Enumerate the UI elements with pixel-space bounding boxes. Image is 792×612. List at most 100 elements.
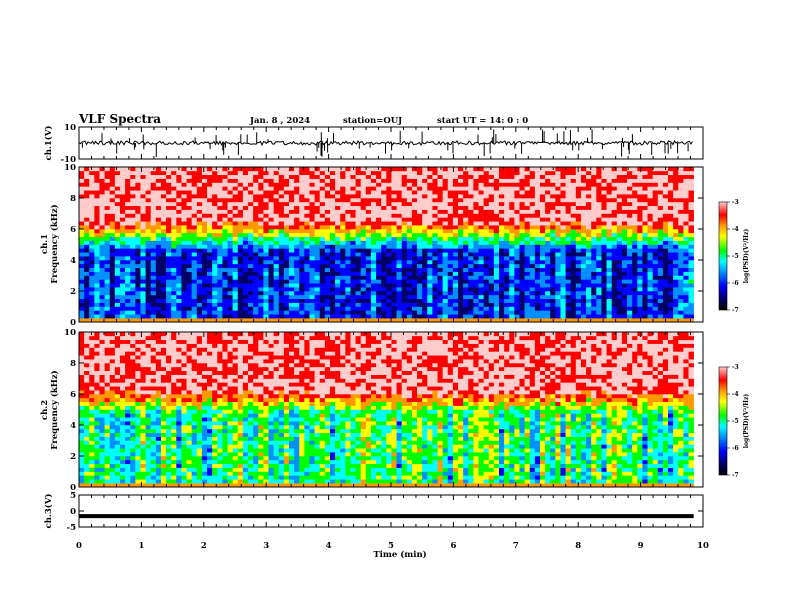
ch1-spectrogram-cell [601, 198, 607, 203]
ch1-spectrogram-cell [468, 232, 474, 238]
ch1-spectrogram-cell [370, 248, 377, 253]
ch1-spectrogram-cell [258, 170, 264, 176]
ch1-spectrogram-cell [452, 209, 459, 214]
ch1-spectrogram-cell [555, 209, 561, 214]
ch1-spectrogram-cell [611, 267, 618, 272]
ch1-spectrogram-cell [84, 213, 90, 218]
ch1-spectrogram-cell [335, 260, 341, 265]
ch1-spectrogram-cell [309, 279, 315, 284]
ch1-spectrogram-cell [258, 205, 264, 210]
ch1-spectrogram-cell [360, 178, 367, 183]
ch1-spectrogram-cell [499, 271, 505, 276]
ch1-spectrogram-cell [601, 310, 607, 315]
ch1-spectrogram-cell [411, 287, 418, 292]
ch1-spectrogram-cell [637, 310, 643, 315]
ch1-spectrogram-cell [319, 198, 326, 203]
ch1-spectrogram-cell [145, 267, 152, 272]
ch1-spectrogram-cell [427, 294, 433, 300]
ch1-spectrogram-cell [580, 310, 587, 315]
ch1-spectrogram-cell [84, 194, 90, 199]
ch1-spectrogram-cell [437, 287, 443, 292]
ch1-spectrogram-cell [611, 271, 618, 276]
ch1-spectrogram-cell [324, 198, 331, 203]
ch1-spectrogram-cell [376, 294, 382, 300]
ch1-spectrogram-cell [586, 236, 592, 241]
ch1-spectrogram-cell [483, 291, 490, 296]
ch1-spectrogram-cell [447, 209, 454, 214]
ch1-spectrogram-cell [524, 198, 531, 203]
ch1-spectrogram-cell [79, 229, 85, 234]
ch1-spectrogram-cell [463, 306, 469, 311]
ch1-spectrogram-cell [314, 267, 321, 272]
ch1-spectrogram-cell [565, 310, 572, 315]
ch1-spectrogram-cell [283, 318, 290, 323]
ch2-spectrogram-cell [79, 428, 85, 434]
ch1-spectrogram-cell [125, 209, 131, 214]
ch1-spectrogram-cell [309, 232, 315, 238]
ch1-spectrogram-cell [688, 232, 694, 238]
ch1-spectrogram-cell [160, 182, 167, 187]
ch1-spectrogram-cell [273, 244, 280, 249]
ch1-spectrogram-cell [442, 291, 449, 296]
ch1-spectrogram-cell [350, 248, 356, 253]
ch1-spectrogram-cell [447, 267, 454, 272]
ch1-spectrogram-cell [94, 252, 100, 257]
ch2-spectrogram-cell [84, 444, 90, 449]
ch1-spectrogram-cell [119, 291, 126, 296]
ch1-spectrogram-cell [166, 201, 172, 207]
ch1-spectrogram-cell [442, 174, 449, 179]
ch1-spectrogram-cell [427, 244, 433, 249]
ch1-spectrogram-cell [160, 201, 167, 207]
ch1-spectrogram-cell [263, 298, 269, 303]
ch1-spectrogram-cell [109, 244, 116, 249]
ch1-spectrogram-cell [591, 271, 597, 276]
ch1-spectrogram-cell [391, 174, 397, 179]
ch1-spectrogram-cell [242, 291, 249, 296]
ch1-spectrogram-cell [79, 205, 85, 210]
ch1-spectrogram-cell [150, 279, 157, 284]
ch1-spectrogram-cell [237, 209, 244, 214]
ch1-spectrogram-cell [79, 213, 85, 218]
ch1-spectrogram-cell [160, 263, 167, 269]
ch1-spectrogram-cell [135, 186, 141, 191]
ch1-spectrogram-cell [319, 167, 326, 172]
ch1-spectrogram-cell [591, 248, 597, 253]
ch1-spectrogram-cell [452, 291, 459, 296]
ch1-spectrogram-cell [258, 310, 264, 315]
ch1-spectrogram-cell [160, 298, 167, 303]
ch1-spectrogram-cell [688, 213, 694, 218]
ch1-spectrogram-cell [411, 170, 418, 176]
ch1-spectrogram-cell [468, 302, 474, 307]
ch1-spectrogram-cell [637, 275, 643, 280]
ch1-spectrogram-cell [452, 205, 459, 210]
ch1-spectrogram-cell [212, 263, 218, 269]
ch1-spectrogram-cell [560, 225, 566, 230]
ch1-spectrogram-cell [509, 306, 515, 311]
ch1-spectrogram-cell [94, 263, 100, 269]
ch1-spectrogram-cell [422, 256, 428, 261]
ch1-spectrogram-cell [657, 221, 664, 226]
ch1-spectrogram-cell [529, 209, 536, 214]
ch1-spectrogram-cell [263, 263, 269, 269]
ch1-spectrogram-cell [125, 194, 131, 199]
ch1-spectrogram-cell [145, 244, 152, 249]
ch1-spectrogram-cell [294, 217, 300, 222]
ch1-spectrogram-cell [130, 279, 136, 284]
ch1-spectrogram-cell [171, 263, 177, 269]
ch1-spectrogram-cell [125, 298, 131, 303]
ch1-spectrogram-cell [606, 182, 612, 187]
ch1-spectrogram-cell [606, 248, 612, 253]
ch1-spectrogram-cell [335, 256, 341, 261]
ch1-spectrogram-cell [657, 167, 664, 172]
ch1-spectrogram-cell [468, 236, 474, 241]
ch1-spectrogram-cell [314, 302, 321, 307]
ch1-spectrogram-cell [514, 174, 520, 179]
ch2-spectrogram-cell [84, 471, 90, 476]
ch1-spectrogram-cell [524, 236, 531, 241]
ch2-spectrogram-cell [84, 339, 90, 344]
ch1-spectrogram-cell [668, 217, 674, 222]
ch1-spectrogram-cell [652, 248, 659, 253]
ch1-spectrogram-cell [586, 298, 592, 303]
ch1-spectrogram-cell [483, 252, 490, 257]
ch1-spectrogram-cell [304, 244, 310, 249]
